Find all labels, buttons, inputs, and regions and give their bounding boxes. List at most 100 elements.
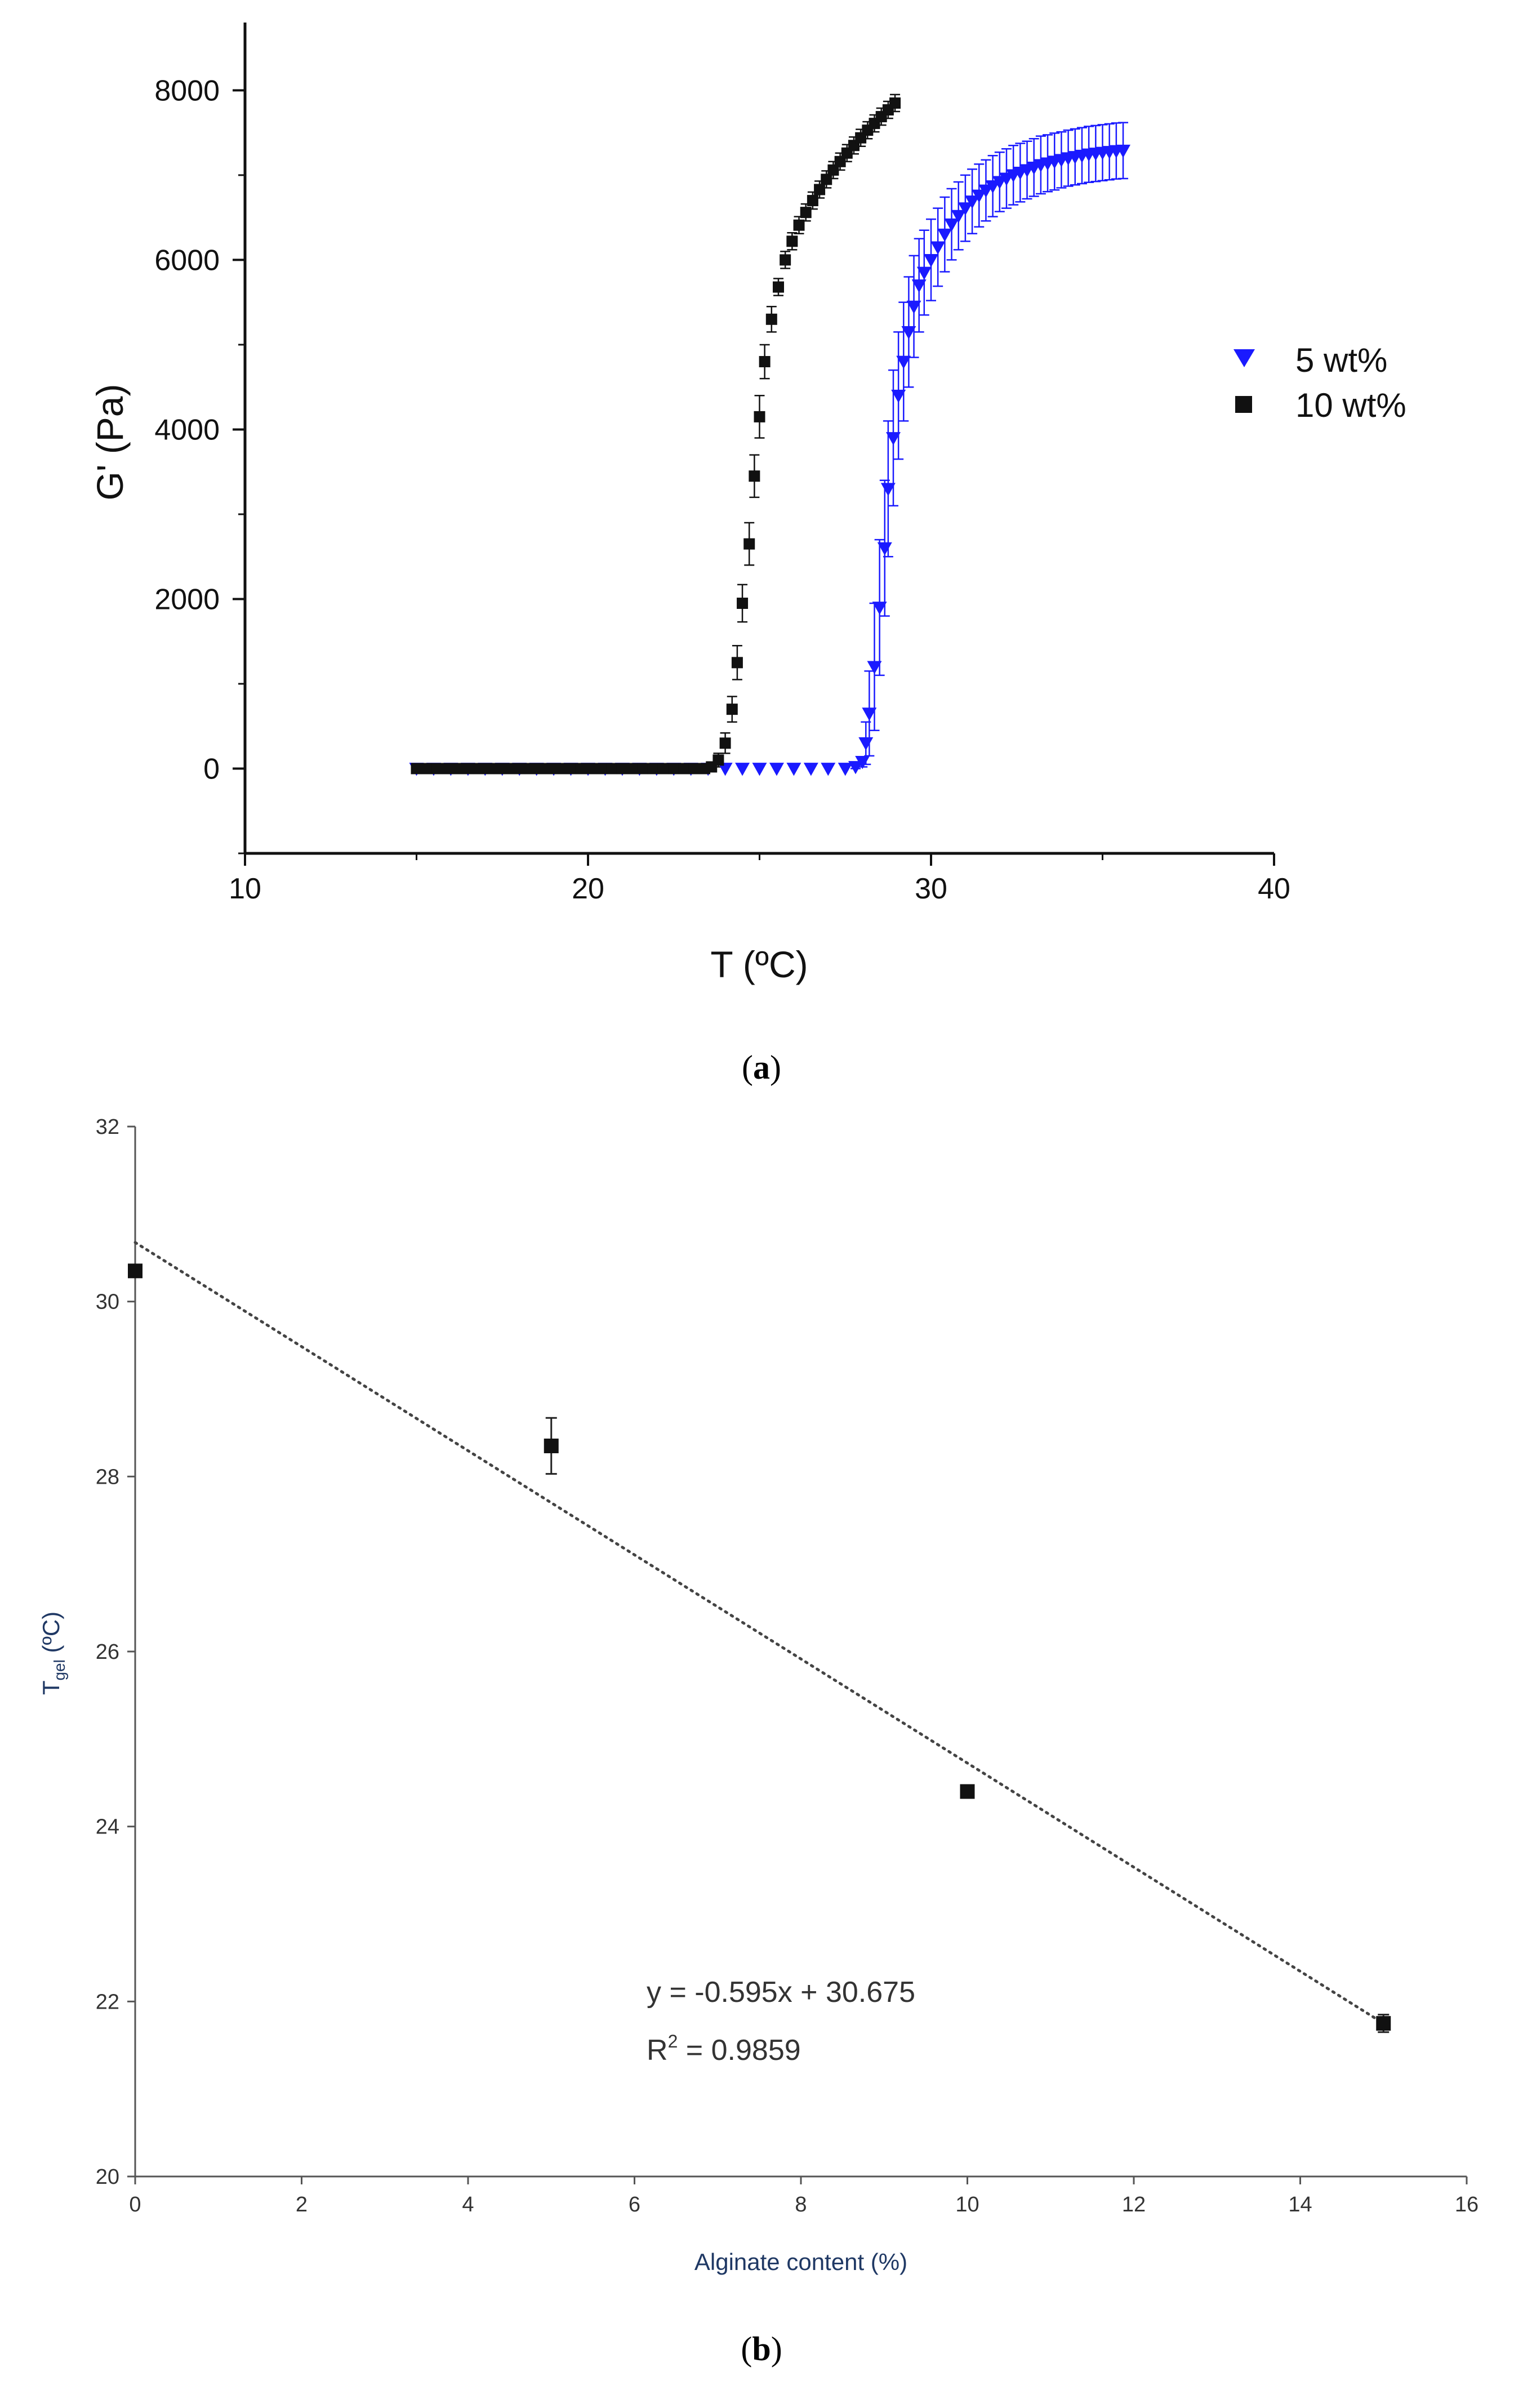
data-point-5wt <box>862 707 877 721</box>
legend-label-10wt: 10 wt% <box>1295 386 1406 424</box>
data-point-10wt <box>524 763 536 775</box>
panel-a-x-axis-label: T (ºC) <box>710 943 808 985</box>
panel-a-y-tick-label: 4000 <box>154 413 220 446</box>
data-point-10wt <box>772 281 784 293</box>
data-point-10wt <box>759 356 771 368</box>
data-point-5wt <box>769 763 784 776</box>
data-point-5wt <box>1116 144 1131 158</box>
panel-b-y-tick-label: 32 <box>96 1115 119 1139</box>
panel-a-caption: (a) <box>742 1049 781 1086</box>
data-point-10wt <box>800 207 812 219</box>
data-point-10wt <box>616 763 628 775</box>
panel-b-y-tick-label: 22 <box>96 1990 119 2014</box>
panel-a-x-tick-label: 10 <box>229 873 261 905</box>
data-point-10wt <box>786 235 798 247</box>
data-point-10wt <box>688 763 700 775</box>
legend-label-5wt: 5 wt% <box>1295 341 1387 379</box>
panel-b-data-point <box>1376 2016 1391 2031</box>
data-point-10wt <box>442 763 453 775</box>
panel-b-data-point <box>128 1263 142 1279</box>
data-point-5wt <box>821 763 836 776</box>
data-point-10wt <box>712 754 724 766</box>
panel-b-x-tick-label: 12 <box>1122 2193 1146 2216</box>
trendline-equation: y = -0.595x + 30.675 <box>647 1976 915 2009</box>
data-point-10wt <box>719 737 731 749</box>
data-point-10wt <box>827 164 839 176</box>
panel-b-y-tick-label: 20 <box>96 2165 119 2189</box>
data-point-10wt <box>575 763 587 775</box>
data-point-5wt <box>924 254 938 268</box>
data-point-10wt <box>647 763 659 775</box>
panel-b-x-tick-label: 0 <box>129 2193 141 2216</box>
legend-marker-10wt <box>1235 396 1252 413</box>
data-point-10wt <box>452 763 464 775</box>
panel-a-y-axis-label: G' (Pa) <box>89 384 131 501</box>
data-point-5wt <box>880 483 896 496</box>
panel-b-y-tick-label: 24 <box>96 1815 119 1839</box>
data-point-5wt <box>848 761 863 775</box>
panel-b-x-tick-label: 8 <box>795 2193 807 2216</box>
data-point-5wt <box>803 763 818 776</box>
data-point-10wt <box>411 763 422 775</box>
panel-a-y-tick-label: 2000 <box>154 583 220 616</box>
panel-b-data-point <box>544 1438 559 1453</box>
panel-b-y-tick-label: 26 <box>96 1640 119 1664</box>
data-point-5wt <box>937 228 952 242</box>
data-point-10wt <box>534 763 546 775</box>
data-point-10wt <box>834 155 846 167</box>
panel-b-x-axis-label: Alginate content (%) <box>694 2249 907 2275</box>
data-point-10wt <box>565 763 577 775</box>
panel-b-x-tick-label: 6 <box>629 2193 640 2216</box>
panel-a-x-tick-label: 20 <box>572 873 604 905</box>
data-point-10wt <box>555 763 567 775</box>
panel-a-y-tick-label: 8000 <box>154 74 220 107</box>
panel-b-x-tick-label: 14 <box>1288 2193 1312 2216</box>
panel-b-x-tick-label: 16 <box>1455 2193 1479 2216</box>
data-point-5wt <box>752 763 767 776</box>
data-point-5wt <box>978 184 994 198</box>
data-point-5wt <box>965 195 980 209</box>
data-point-10wt <box>731 657 743 669</box>
data-point-10wt <box>514 763 526 775</box>
panel-a-error-bars <box>706 94 1129 769</box>
panel-a-x-tick-label: 40 <box>1258 873 1290 905</box>
data-point-10wt <box>754 411 765 422</box>
data-point-10wt <box>793 219 805 231</box>
panel-a-ticks: 10 20 30 40 0 2000 4000 6000 8000 <box>154 74 1290 905</box>
panel-b-caption: (b) <box>741 2330 782 2367</box>
data-point-5wt <box>951 210 966 224</box>
data-point-10wt <box>637 763 649 775</box>
data-point-10wt <box>780 254 791 266</box>
data-point-10wt <box>726 704 738 715</box>
data-point-5wt <box>855 756 870 769</box>
data-point-10wt <box>889 97 901 109</box>
panel-a-legend: 5 wt% 10 wt% <box>1233 341 1406 424</box>
data-point-10wt <box>545 763 556 775</box>
data-point-10wt <box>483 763 495 775</box>
data-point-10wt <box>421 763 433 775</box>
data-point-10wt <box>596 763 608 775</box>
panel-b-x-tick-label: 10 <box>955 2193 979 2216</box>
data-point-5wt <box>958 202 973 216</box>
data-point-5wt <box>896 355 911 370</box>
data-point-10wt <box>462 763 474 775</box>
panel-a-x-tick-label: 30 <box>915 873 947 905</box>
data-point-5wt <box>916 266 932 281</box>
data-point-10wt <box>503 763 515 775</box>
data-point-10wt <box>606 763 618 775</box>
data-point-5wt <box>930 241 946 255</box>
data-point-10wt <box>493 763 505 775</box>
data-point-5wt <box>872 602 887 615</box>
panel-b-data-point <box>960 1784 975 1799</box>
legend-marker-5wt <box>1233 349 1255 367</box>
trendline-r-squared: R2 = 0.9859 <box>647 2031 801 2067</box>
panel-a-y-tick-label: 6000 <box>154 244 220 277</box>
data-point-10wt <box>431 763 443 775</box>
data-point-5wt <box>858 737 874 751</box>
data-point-10wt <box>737 597 749 609</box>
panel-b-y-tick-label: 30 <box>96 1290 119 1314</box>
data-point-10wt <box>473 763 484 775</box>
panel-b-error-bars <box>545 1417 1390 2033</box>
